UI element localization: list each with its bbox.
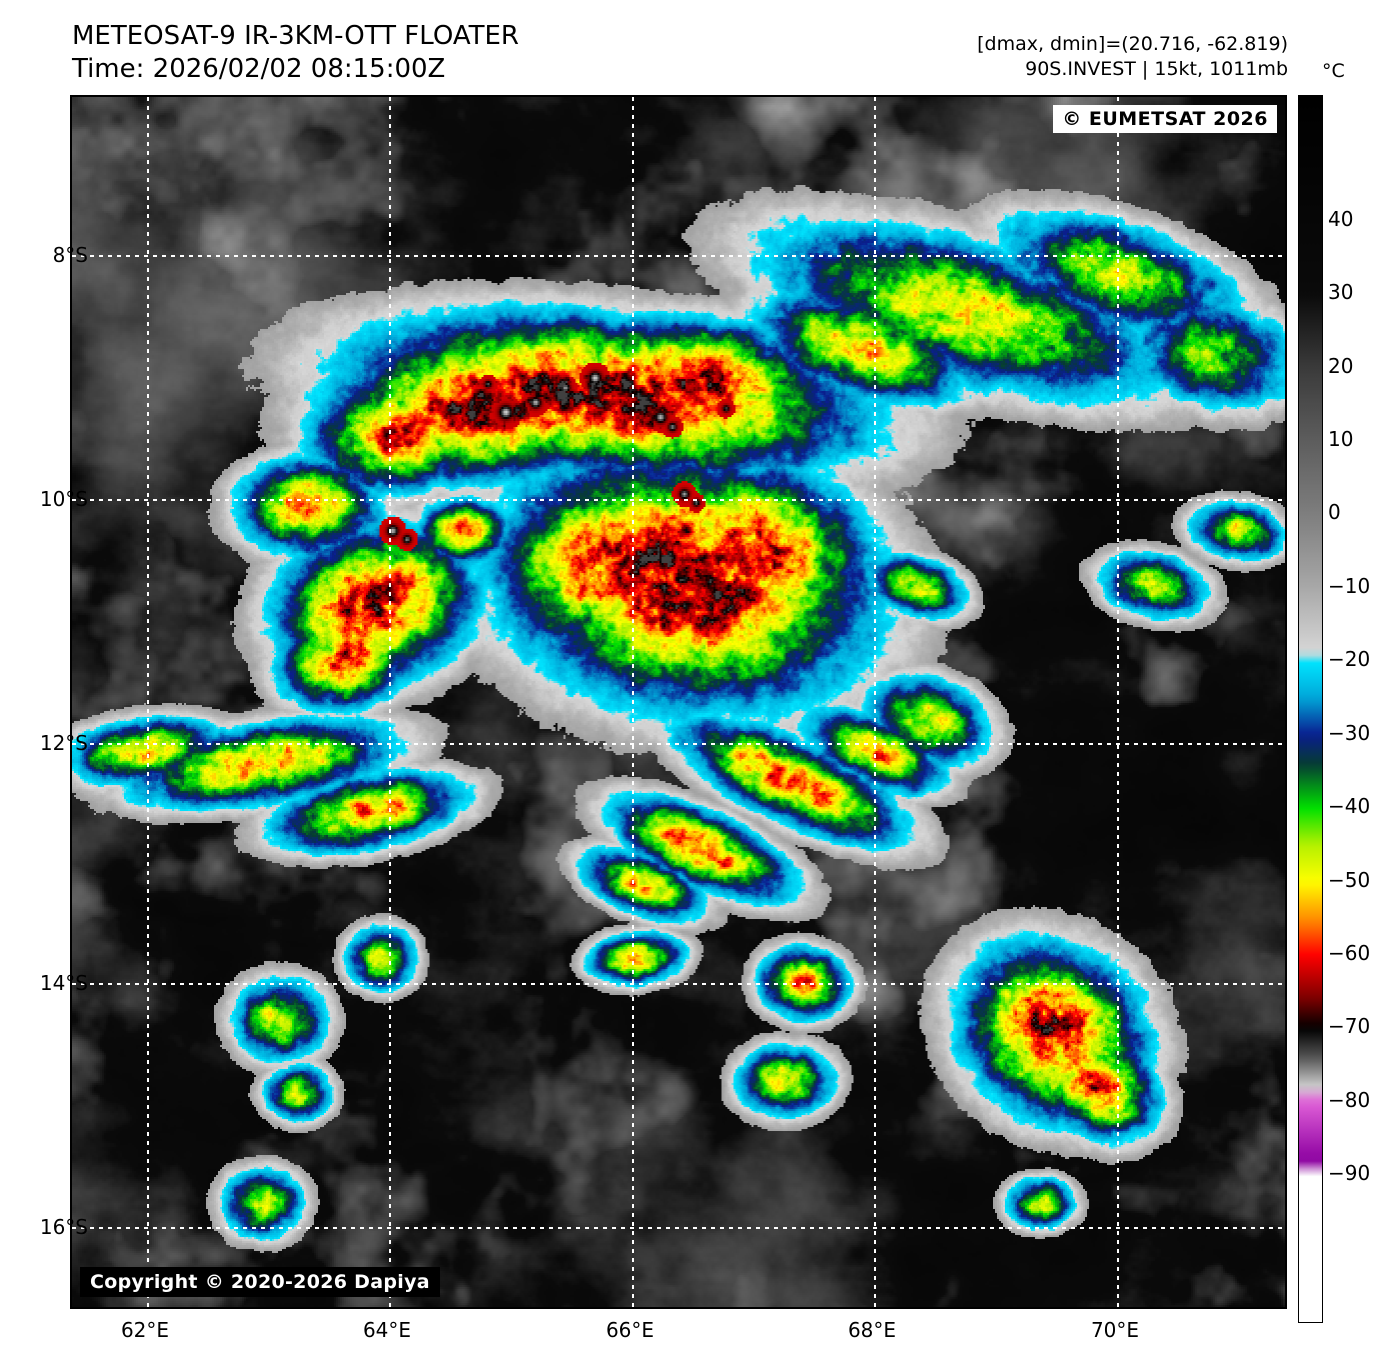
temperature-colorbar xyxy=(1298,95,1323,1323)
colorbar-tick-label: 20 xyxy=(1328,353,1354,378)
colorbar-tick-label: −60 xyxy=(1328,940,1371,965)
colorbar-tick-label: −80 xyxy=(1328,1087,1371,1112)
xtick-label: 64°E xyxy=(362,1318,412,1342)
colorbar-tick-label: −50 xyxy=(1328,867,1371,892)
xtick-label: 68°E xyxy=(847,1318,897,1342)
xtick-label: 70°E xyxy=(1090,1318,1140,1342)
colorbar-tick-label: −20 xyxy=(1328,647,1371,672)
dapiya-copyright-badge: Copyright © 2020-2026 Dapiya xyxy=(80,1267,440,1297)
colorbar-tick-label: 0 xyxy=(1328,500,1341,525)
storm-info-label: 90S.INVEST | 15kt, 1011mb xyxy=(1025,58,1288,80)
colorbar-tick-label: −40 xyxy=(1328,794,1371,819)
ytick-label: 16°S xyxy=(39,1215,88,1239)
colorbar-tick-label: 40 xyxy=(1328,206,1354,231)
satellite-image-plot[interactable]: © EUMETSAT 2026 Copyright © 2020-2026 Da… xyxy=(70,95,1287,1309)
ytick-label: 8°S xyxy=(52,243,88,267)
colorbar-unit-label: °C xyxy=(1322,60,1345,82)
page-title: METEOSAT-9 IR-3KM-OTT FLOATER xyxy=(72,21,519,51)
header-metadata-block: [dmax, dmin]=(20.716, -62.819) 90S.INVES… xyxy=(977,32,1288,82)
ytick-label: 10°S xyxy=(39,487,88,511)
eumetsat-copyright-badge: © EUMETSAT 2026 xyxy=(1053,105,1277,133)
colorbar-tick-label: 30 xyxy=(1328,280,1354,305)
dmax-dmin-label: [dmax, dmin]=(20.716, -62.819) xyxy=(977,33,1288,55)
colorbar-gradient xyxy=(1299,96,1322,1322)
ytick-label: 12°S xyxy=(39,731,88,755)
colorbar-tick-label: −10 xyxy=(1328,573,1371,598)
header-title-block: METEOSAT-9 IR-3KM-OTT FLOATER Time: 2026… xyxy=(72,20,519,86)
ir-satellite-heatmap xyxy=(72,97,1285,1307)
colorbar-tick-label: −30 xyxy=(1328,720,1371,745)
timestamp-label: Time: 2026/02/02 08:15:00Z xyxy=(72,54,446,84)
ytick-label: 14°S xyxy=(39,971,88,995)
colorbar-tick-label: −90 xyxy=(1328,1161,1371,1186)
colorbar-tick-label: −70 xyxy=(1328,1014,1371,1039)
colorbar-tick-label: 10 xyxy=(1328,427,1354,452)
xtick-label: 66°E xyxy=(605,1318,655,1342)
xtick-label: 62°E xyxy=(120,1318,170,1342)
